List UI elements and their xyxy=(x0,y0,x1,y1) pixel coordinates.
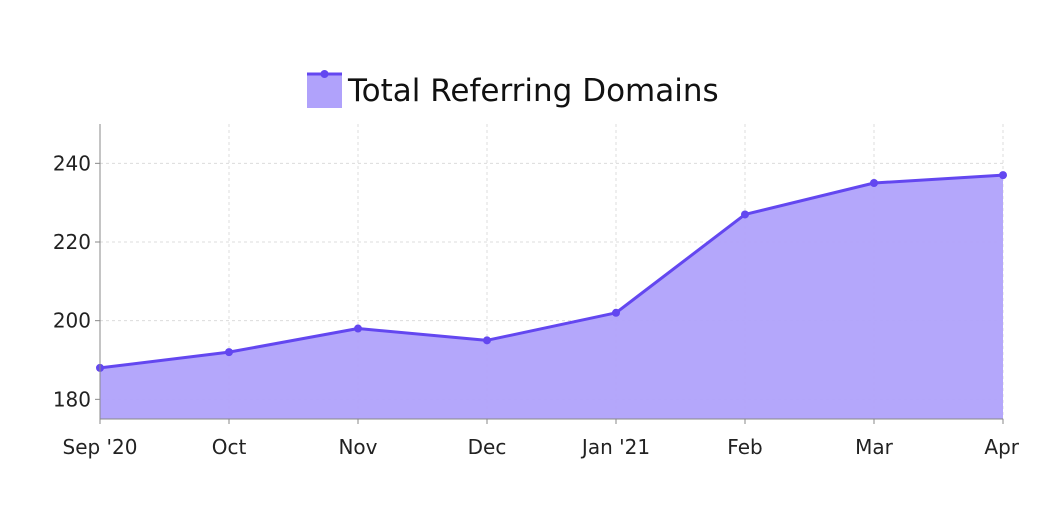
legend-label: Total Referring Domains xyxy=(347,73,719,109)
data-point xyxy=(225,348,233,357)
data-point xyxy=(483,336,491,345)
legend: Total Referring Domains xyxy=(307,70,719,109)
y-tick-label: 220 xyxy=(53,230,91,254)
data-point xyxy=(612,308,620,317)
x-tick-label: Apr xyxy=(984,435,1019,459)
series-area-fill xyxy=(100,175,1003,419)
y-tick-label: 180 xyxy=(53,387,91,411)
data-point xyxy=(870,179,878,187)
x-tick-label: Dec xyxy=(468,435,507,459)
y-tick-label: 240 xyxy=(53,151,91,175)
data-point xyxy=(741,210,749,219)
x-tick-label: Mar xyxy=(855,435,894,459)
legend-swatch xyxy=(307,73,342,108)
series-line xyxy=(99,173,1004,370)
x-tick-label: Feb xyxy=(727,435,762,459)
y-axis-ticks: 180 200 220 240 xyxy=(53,151,100,411)
x-tick-label: Sep '20 xyxy=(63,435,138,459)
data-point xyxy=(354,324,362,333)
y-tick-label: 200 xyxy=(53,309,91,333)
x-tick-label: Nov xyxy=(338,435,377,459)
data-points xyxy=(96,171,1007,372)
x-tick-label: Oct xyxy=(212,435,247,459)
x-tick-label: Jan '21 xyxy=(580,435,650,459)
legend-swatch-marker xyxy=(320,70,329,78)
data-point xyxy=(999,171,1007,180)
x-axis-ticks: Sep '20 Oct Nov Dec Jan '21 Feb Mar Apr xyxy=(63,419,1020,459)
